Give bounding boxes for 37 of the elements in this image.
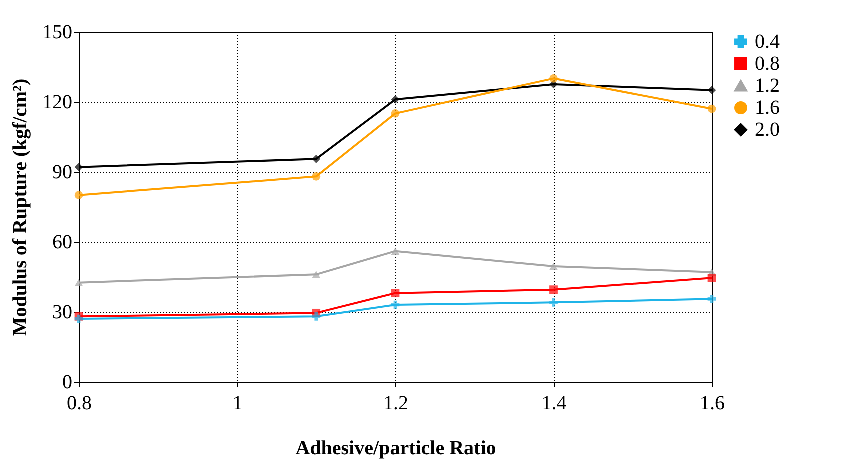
point [708,104,716,114]
point [391,248,400,255]
point [550,298,558,307]
point [550,286,558,294]
point [312,154,321,164]
point [391,289,400,298]
point [74,279,84,286]
y-tick-label: 60 [52,232,72,254]
y-tick-label: 90 [52,162,72,184]
point [312,312,321,321]
point [391,109,400,118]
point [312,172,321,181]
x-tick-label: 1.6 [700,392,725,414]
point [312,271,321,278]
point [74,163,84,172]
y-tick-label: 30 [52,302,72,324]
point [550,262,558,270]
x-axis-title: Adhesive/particle Ratio [296,438,496,460]
legend-label: 0.8 [755,53,780,75]
y-tick-label: 150 [42,22,72,44]
point [708,294,716,304]
legend-label: 1.6 [755,97,780,119]
y-axis-title: Modulus of Rupture (kgf/cm²) [10,78,32,336]
point [708,274,716,282]
point [74,191,84,200]
point [550,74,558,83]
legend-label: 0.4 [755,31,780,53]
legend-label: 2.0 [755,119,780,141]
point [391,95,400,104]
x-tick-label: 1.4 [542,392,567,414]
legend-label: 1.2 [755,75,780,97]
point [708,86,716,95]
x-tick-label: 1 [232,392,243,414]
y-tick-label: 120 [42,92,72,114]
x-tick-label: 1.2 [384,392,408,414]
y-tick-label: 0 [62,372,72,394]
x-tick-label: 0.8 [67,392,92,414]
